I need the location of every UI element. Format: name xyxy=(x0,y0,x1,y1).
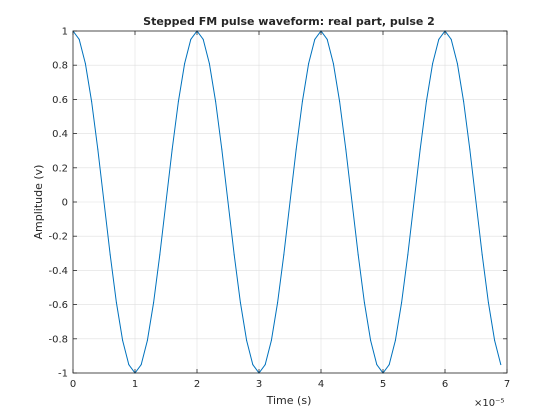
data-point xyxy=(153,302,155,304)
x-tick-label: 2 xyxy=(194,379,200,390)
x-tick-label: 5 xyxy=(380,379,386,390)
x-tick-labels: 0 1 2 3 4 5 6 7 xyxy=(70,379,510,390)
data-point xyxy=(252,364,254,366)
data-point xyxy=(289,201,291,203)
y-tick-label: -0.4 xyxy=(48,266,68,277)
data-point xyxy=(308,63,310,65)
data-point xyxy=(314,38,316,40)
data-point xyxy=(264,364,266,366)
data-point xyxy=(115,302,117,304)
y-tick-label: -0.8 xyxy=(48,334,68,345)
data-point xyxy=(270,339,272,341)
plot-area xyxy=(72,30,508,374)
data-point xyxy=(475,201,477,203)
data-point xyxy=(140,364,142,366)
data-point xyxy=(239,302,241,304)
y-tick-label: -1 xyxy=(58,369,68,380)
data-point xyxy=(419,148,421,150)
data-point xyxy=(370,339,372,341)
data-point xyxy=(208,63,210,65)
data-point xyxy=(177,100,179,102)
data-point xyxy=(283,254,285,256)
data-point xyxy=(128,364,130,366)
y-axis-label: Amplitude (v) xyxy=(32,165,45,240)
data-point xyxy=(463,100,465,102)
y-tick-label: 0.2 xyxy=(52,163,68,174)
data-point xyxy=(363,302,365,304)
data-point xyxy=(91,100,93,102)
x-tick-label: 3 xyxy=(256,379,262,390)
data-point xyxy=(401,302,403,304)
data-point xyxy=(425,100,427,102)
data-point xyxy=(277,302,279,304)
series-line xyxy=(72,30,502,374)
data-point xyxy=(215,100,217,102)
data-point xyxy=(190,38,192,40)
data-point xyxy=(109,254,111,256)
data-point xyxy=(469,148,471,150)
data-point xyxy=(326,38,328,40)
y-tick-labels: -1 -0.8 -0.6 -0.4 -0.2 0 0.2 0.4 0.6 0.8 1 xyxy=(48,27,68,380)
data-point xyxy=(494,339,496,341)
data-point xyxy=(233,254,235,256)
y-tick-label: 0.6 xyxy=(52,95,68,106)
data-point xyxy=(103,201,105,203)
x-tick-label: 7 xyxy=(504,379,510,390)
data-point xyxy=(171,148,173,150)
data-point xyxy=(246,339,248,341)
tick-marks xyxy=(72,30,508,374)
data-point xyxy=(146,339,148,341)
data-point xyxy=(295,148,297,150)
data-point xyxy=(413,201,415,203)
data-point xyxy=(357,254,359,256)
y-tick-label: 0 xyxy=(62,198,68,209)
x-exponent-label: ×10⁻⁵ xyxy=(474,398,504,409)
data-point xyxy=(500,364,502,366)
data-point xyxy=(78,38,80,40)
data-point xyxy=(339,100,341,102)
data-point xyxy=(165,201,167,203)
data-point xyxy=(487,302,489,304)
y-tick-label: -0.6 xyxy=(48,300,68,311)
data-point xyxy=(407,254,409,256)
chart-title: Stepped FM pulse waveform: real part, pu… xyxy=(143,15,435,28)
x-axis-label: Time (s) xyxy=(266,394,312,407)
y-tick-label: 0.8 xyxy=(52,61,68,72)
data-point xyxy=(84,63,86,65)
data-point xyxy=(345,148,347,150)
x-tick-label: 6 xyxy=(442,379,448,390)
data-point xyxy=(456,63,458,65)
data-point xyxy=(351,201,353,203)
y-tick-label: -0.2 xyxy=(48,232,68,243)
data-point xyxy=(376,364,378,366)
x-tick-label: 4 xyxy=(318,379,324,390)
data-point xyxy=(394,339,396,341)
data-point xyxy=(184,63,186,65)
x-tick-label: 1 xyxy=(132,379,138,390)
data-point xyxy=(159,254,161,256)
data-point xyxy=(450,38,452,40)
data-point xyxy=(332,63,334,65)
data-point xyxy=(202,38,204,40)
data-point xyxy=(432,63,434,65)
data-point xyxy=(227,201,229,203)
data-point xyxy=(481,254,483,256)
x-tick-label: 0 xyxy=(70,379,76,390)
data-point xyxy=(221,148,223,150)
data-point xyxy=(438,38,440,40)
y-tick-label: 0.4 xyxy=(52,129,68,140)
y-tick-label: 1 xyxy=(62,27,68,38)
data-point xyxy=(388,364,390,366)
data-point xyxy=(122,339,124,341)
data-point xyxy=(97,148,99,150)
data-point xyxy=(301,100,303,102)
